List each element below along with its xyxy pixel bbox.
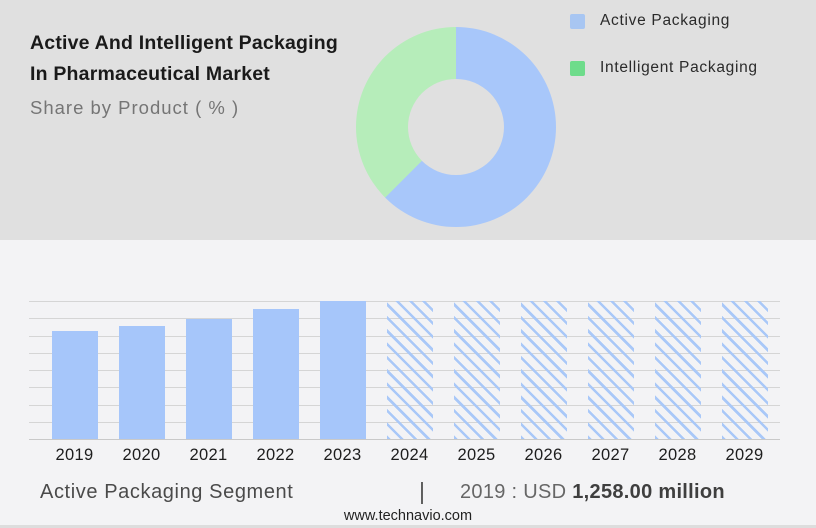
chart-subtitle: Share by Product ( % ): [30, 97, 240, 118]
x-axis-labels: 2019 2020 2021 2022 2023 2024 2025 2026 2027 2028…: [29, 446, 780, 465]
bar-slot: [108, 301, 175, 439]
legend-item: Active Packaging: [570, 12, 758, 30]
x-axis-label: 2020: [122, 446, 161, 464]
bar-slot: [577, 301, 644, 439]
bar-slot: [443, 301, 510, 439]
bar-slot: [711, 301, 778, 439]
bar-slot: [41, 301, 108, 439]
legend-marker: [570, 60, 585, 76]
bar-forecast-hatched: [721, 301, 768, 439]
legend: Active Packaging Intelligent Packaging: [570, 12, 758, 106]
x-axis-label: 2028: [658, 446, 697, 464]
donut-chart: [356, 27, 556, 227]
stat-value: 1,258.00 million: [572, 481, 725, 503]
bar-historic: [185, 318, 232, 439]
x-axis-label: 2027: [591, 446, 630, 464]
bar-forecast-hatched: [453, 301, 500, 439]
x-axis-label: 2025: [457, 446, 496, 464]
donut-hole: [408, 79, 504, 175]
bar-historic: [319, 301, 366, 439]
legend-marker: [570, 13, 585, 29]
bar-slot: [510, 301, 577, 439]
x-axis-label: 2019: [55, 446, 94, 464]
annotation-row: Active Packaging Segment | 2019 : USD 1,…: [0, 478, 816, 507]
x-axis-label: 2021: [189, 446, 228, 464]
bar-slot: [309, 301, 376, 439]
stat-prefix: 2019 : USD: [460, 481, 567, 503]
bar-historic: [252, 309, 299, 439]
legend-item: Intelligent Packaging: [570, 59, 758, 77]
bar-forecast-hatched: [587, 301, 634, 439]
title-line-1: Active And Intelligent Packaging: [30, 32, 338, 54]
x-axis-label: 2022: [256, 446, 295, 464]
bar-chart-plot: [29, 301, 780, 440]
bar-slot: [644, 301, 711, 439]
bar-forecast-hatched: [654, 301, 701, 439]
bar-forecast-hatched: [520, 301, 567, 439]
bar-slot: [242, 301, 309, 439]
bar-slot: [376, 301, 443, 439]
bar-forecast-hatched: [386, 301, 433, 439]
separator-bar: |: [419, 478, 425, 504]
x-axis-label: 2023: [323, 446, 362, 464]
header-section: Active And Intelligent Packaging In Phar…: [0, 0, 816, 240]
bottom-edge-strip: [0, 525, 816, 528]
bar-historic: [51, 331, 98, 439]
segment-label: Active Packaging Segment: [40, 481, 294, 503]
website-url: www.technavio.com: [343, 508, 473, 524]
legend-label: Intelligent Packaging: [600, 59, 758, 76]
bars-container: [29, 301, 780, 439]
legend-label: Active Packaging: [600, 12, 731, 29]
page-title: Active And Intelligent Packaging In Phar…: [30, 28, 370, 90]
title-block: Active And Intelligent Packaging In Phar…: [30, 28, 370, 119]
bar-historic: [118, 325, 165, 439]
bar-slot: [175, 301, 242, 439]
x-axis-label: 2026: [524, 446, 563, 464]
title-line-2: In Pharmaceutical Market: [30, 63, 270, 85]
x-axis-label: 2024: [390, 446, 429, 464]
value-annotation: 2019 : USD 1,258.00 million: [460, 481, 725, 504]
bar-chart-section: 2019 2020 2021 2022 2023 2024 2025 2026 2027 2028…: [0, 240, 816, 528]
x-axis-label: 2029: [725, 446, 764, 464]
